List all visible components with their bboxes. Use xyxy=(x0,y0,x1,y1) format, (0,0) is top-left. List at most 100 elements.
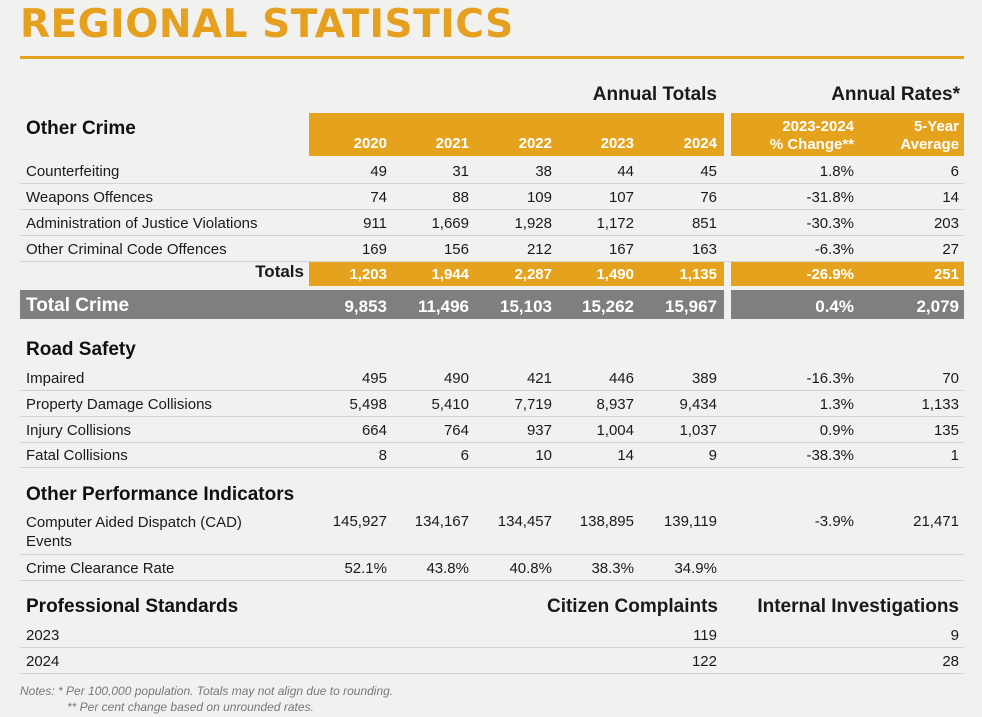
cell-2020: 169 xyxy=(361,241,387,258)
title-divider xyxy=(20,56,964,59)
total-crime-2023: 15,262 xyxy=(582,297,634,316)
cell-2020: 145,927 xyxy=(332,513,387,530)
cell-2020: 911 xyxy=(363,215,387,232)
cell-2023: 1,004 xyxy=(596,422,634,439)
annual-rates-header-band xyxy=(731,113,964,156)
totals-average: 251 xyxy=(933,266,959,283)
total-crime-change: 0.4% xyxy=(815,297,854,316)
section-road-safety: Road Safety xyxy=(26,339,136,360)
row-label: Fatal Collisions xyxy=(26,447,128,464)
cell-change: -6.3% xyxy=(814,241,854,258)
annual-totals-header-band xyxy=(309,113,724,156)
cell-2021: 5,410 xyxy=(431,396,469,413)
cell-2021: 88 xyxy=(452,189,469,206)
year-header-2021: 2021 xyxy=(435,135,469,152)
cell-change: -3.9% xyxy=(814,513,854,530)
table-row: Computer Aided Dispatch (CAD) Events 145… xyxy=(20,510,964,555)
year-header-2023: 2023 xyxy=(600,135,634,152)
cell-2022: 109 xyxy=(526,189,552,206)
cell-2023: 138,895 xyxy=(579,513,634,530)
year-header-2020: 2020 xyxy=(353,135,387,152)
row-label: Counterfeiting xyxy=(26,163,120,180)
table-row: 2024 122 28 xyxy=(20,648,964,674)
average-header-line1: 5-Year xyxy=(913,118,959,135)
totals-2020: 1,203 xyxy=(349,266,387,283)
cell-2023: 1,172 xyxy=(596,215,634,232)
cell-2023: 38.3% xyxy=(591,560,634,577)
cell-average: 1 xyxy=(950,447,959,464)
cell-2024: 1,037 xyxy=(679,422,717,439)
cell-2021: 31 xyxy=(452,163,469,180)
cell-2021: 6 xyxy=(460,447,469,464)
footnote-line2: ** Per cent change based on unrounded ra… xyxy=(67,700,314,714)
cell-2022: 10 xyxy=(535,447,552,464)
cell-investigations: 28 xyxy=(942,653,959,670)
cell-2023: 446 xyxy=(608,370,634,387)
cell-change: -30.3% xyxy=(806,215,854,232)
cell-average: 21,471 xyxy=(913,513,959,530)
row-label: Computer Aided Dispatch (CAD) Events xyxy=(26,513,242,551)
table-row: Crime Clearance Rate 52.1% 43.8% 40.8% 3… xyxy=(20,555,964,581)
row-label: Property Damage Collisions xyxy=(26,396,212,413)
total-crime-average: 2,079 xyxy=(916,297,959,316)
cell-2024: 34.9% xyxy=(674,560,717,577)
cell-average: 203 xyxy=(933,215,959,232)
cell-2021: 156 xyxy=(443,241,469,258)
cell-2024: 9,434 xyxy=(679,396,717,413)
totals-2024: 1,135 xyxy=(679,266,717,283)
total-crime-2022: 15,103 xyxy=(500,297,552,316)
cell-average: 6 xyxy=(950,163,959,180)
cell-2022: 40.8% xyxy=(509,560,552,577)
row-label-line2: Events xyxy=(26,533,72,550)
cell-2024: 139,119 xyxy=(663,513,717,530)
table-row: Fatal Collisions 8 6 10 14 9 -38.3% 1 xyxy=(20,442,964,468)
table-row: Weapons Offences 74 88 109 107 76 -31.8%… xyxy=(20,184,964,210)
footnote-line1: Notes: * Per 100,000 population. Totals … xyxy=(20,684,394,698)
annual-rates-heading: Annual Rates* xyxy=(831,84,960,105)
cell-2020: 8 xyxy=(378,447,387,464)
cell-2023: 44 xyxy=(617,163,634,180)
cell-average: 14 xyxy=(942,189,959,206)
change-header: 2023-2024 % Change** xyxy=(734,118,854,154)
change-header-line1: 2023-2024 xyxy=(782,118,854,135)
table-row: Impaired 495 490 421 446 389 -16.3% 70 xyxy=(20,365,964,391)
totals-change: -26.9% xyxy=(806,266,854,283)
cell-2021: 43.8% xyxy=(426,560,469,577)
row-label: Impaired xyxy=(26,370,85,387)
row-year: 2024 xyxy=(26,653,60,670)
average-header: 5-Year Average xyxy=(860,118,959,154)
table-row: Counterfeiting 49 31 38 44 45 1.8% 6 xyxy=(20,158,964,184)
row-label-line1: Computer Aided Dispatch (CAD) xyxy=(26,514,242,531)
cell-2020: 74 xyxy=(370,189,387,206)
cell-2022: 38 xyxy=(535,163,552,180)
year-header-2022: 2022 xyxy=(518,135,552,152)
citizen-complaints-header: Citizen Complaints xyxy=(546,596,718,617)
cell-complaints: 119 xyxy=(693,627,717,644)
cell-2022: 7,719 xyxy=(514,396,552,413)
cell-2024: 9 xyxy=(708,447,717,464)
cell-change: -31.8% xyxy=(806,189,854,206)
cell-2021: 1,669 xyxy=(431,215,469,232)
total-crime-2021: 11,496 xyxy=(417,297,469,316)
totals-band xyxy=(309,262,724,286)
cell-change: 1.3% xyxy=(819,396,854,413)
row-year: 2023 xyxy=(26,627,60,644)
annual-totals-heading: Annual Totals xyxy=(592,84,717,105)
change-header-line2: % Change** xyxy=(769,136,854,153)
row-label: Weapons Offences xyxy=(26,189,154,206)
cell-2023: 14 xyxy=(617,447,634,464)
average-header-line2: Average xyxy=(900,136,959,153)
table-row: Other Criminal Code Offences 169 156 212… xyxy=(20,236,964,262)
total-crime-2020: 9,853 xyxy=(344,297,387,316)
section-other-crime: Other Crime xyxy=(26,118,136,139)
cell-2022: 134,457 xyxy=(497,513,552,530)
cell-2020: 52.1% xyxy=(344,560,387,577)
totals-2023: 1,490 xyxy=(596,266,634,283)
cell-2020: 664 xyxy=(361,422,387,439)
cell-2020: 49 xyxy=(370,163,387,180)
table-row: 2023 119 9 xyxy=(20,622,964,648)
row-label: Crime Clearance Rate xyxy=(26,560,175,577)
internal-investigations-header: Internal Investigations xyxy=(757,596,959,617)
table-row: Property Damage Collisions 5,498 5,410 7… xyxy=(20,391,964,417)
table-row: Injury Collisions 664 764 937 1,004 1,03… xyxy=(20,417,964,443)
